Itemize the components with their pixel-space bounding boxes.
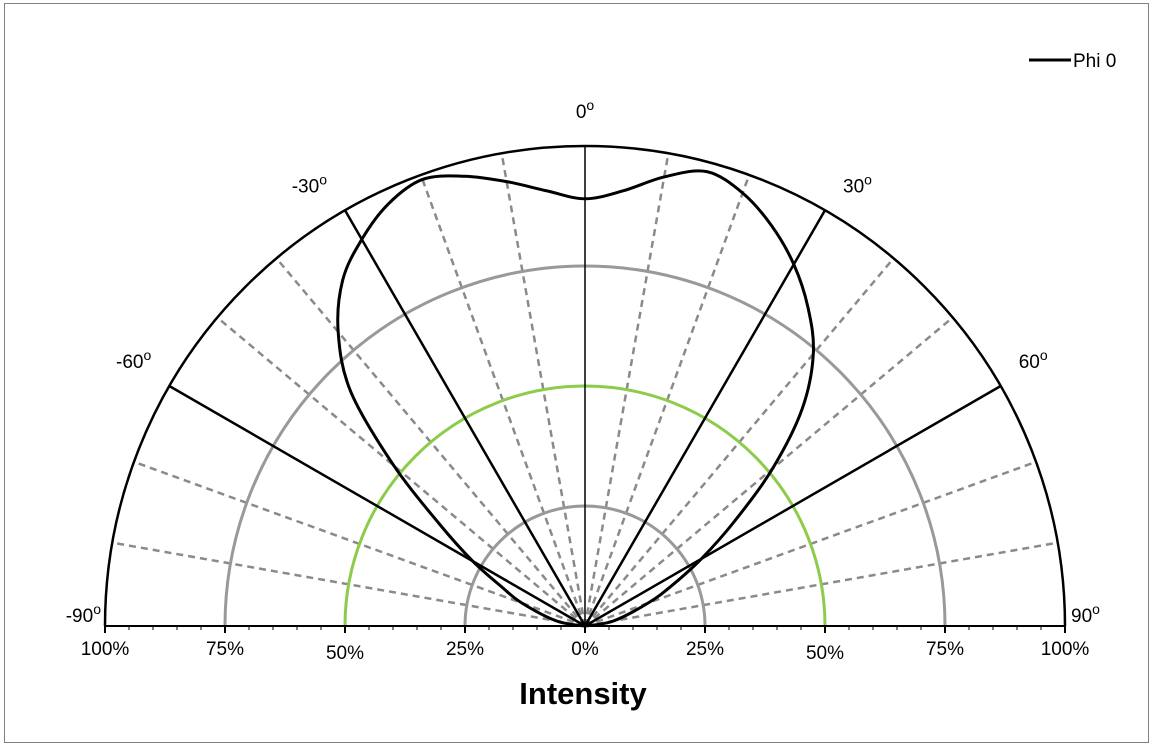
angle-label-0: 0o bbox=[576, 97, 595, 123]
angle-label--60: -60o bbox=[116, 347, 151, 373]
degree-symbol: o bbox=[864, 172, 872, 188]
angle-label--30: -30o bbox=[292, 172, 327, 198]
series-line-0 bbox=[336, 169, 815, 628]
minor-spoke-10 bbox=[583, 153, 670, 627]
degree-symbol: o bbox=[93, 601, 101, 617]
major-spoke-30 bbox=[583, 209, 827, 627]
x-axis-label: Intensity bbox=[519, 676, 647, 711]
outer-ring bbox=[103, 144, 1067, 627]
degree-symbol: o bbox=[586, 97, 594, 113]
major-spoke--60 bbox=[168, 384, 586, 628]
radial-tick-label-7: 75% bbox=[926, 639, 964, 660]
radial-tick-label-8: 100% bbox=[1041, 639, 1090, 660]
legend-label-phi-0: Phi 0 bbox=[1073, 51, 1116, 72]
legend: Phi 0 bbox=[1029, 51, 1116, 72]
minor-spoke-40 bbox=[584, 257, 895, 627]
angle-label-60: 60o bbox=[1019, 347, 1048, 373]
minor-spoke--10 bbox=[500, 153, 587, 627]
radial-tick-label-0: 100% bbox=[81, 639, 130, 660]
angle-label--90: -90o bbox=[66, 601, 101, 627]
radial-tick-label-6: 50% bbox=[806, 643, 844, 664]
series-layer bbox=[336, 169, 815, 628]
major-spoke-60 bbox=[584, 384, 1002, 628]
radial-tick-label-5: 25% bbox=[686, 639, 724, 660]
grid-layer bbox=[103, 144, 1067, 628]
angle-label-90: 90o bbox=[1071, 601, 1100, 627]
polar-chart: 100% 75% 50% 25% 0% 25% 50% 75% 100% -90o -60o -30o… bbox=[66, 51, 1117, 711]
degree-symbol: o bbox=[1092, 601, 1100, 617]
radial-tick-label-2: 50% bbox=[326, 643, 364, 664]
chart-frame: 100% 75% 50% 25% 0% 25% 50% 75% 100% -90o -60o -30o… bbox=[4, 3, 1149, 743]
tick-layer: 100% 75% 50% 25% 0% 25% 50% 75% 100% -90o -60o -30o… bbox=[66, 97, 1100, 664]
minor-spoke--80 bbox=[112, 541, 586, 628]
degree-symbol: o bbox=[1040, 347, 1048, 363]
major-spoke--30 bbox=[343, 209, 587, 627]
radial-tick-label-4: 0% bbox=[571, 639, 599, 660]
angle-label-30: 30o bbox=[843, 172, 872, 198]
radial-tick-label-1: 75% bbox=[206, 639, 244, 660]
degree-symbol: o bbox=[144, 347, 152, 363]
radial-tick-label-3: 25% bbox=[446, 639, 484, 660]
degree-symbol: o bbox=[319, 172, 327, 188]
